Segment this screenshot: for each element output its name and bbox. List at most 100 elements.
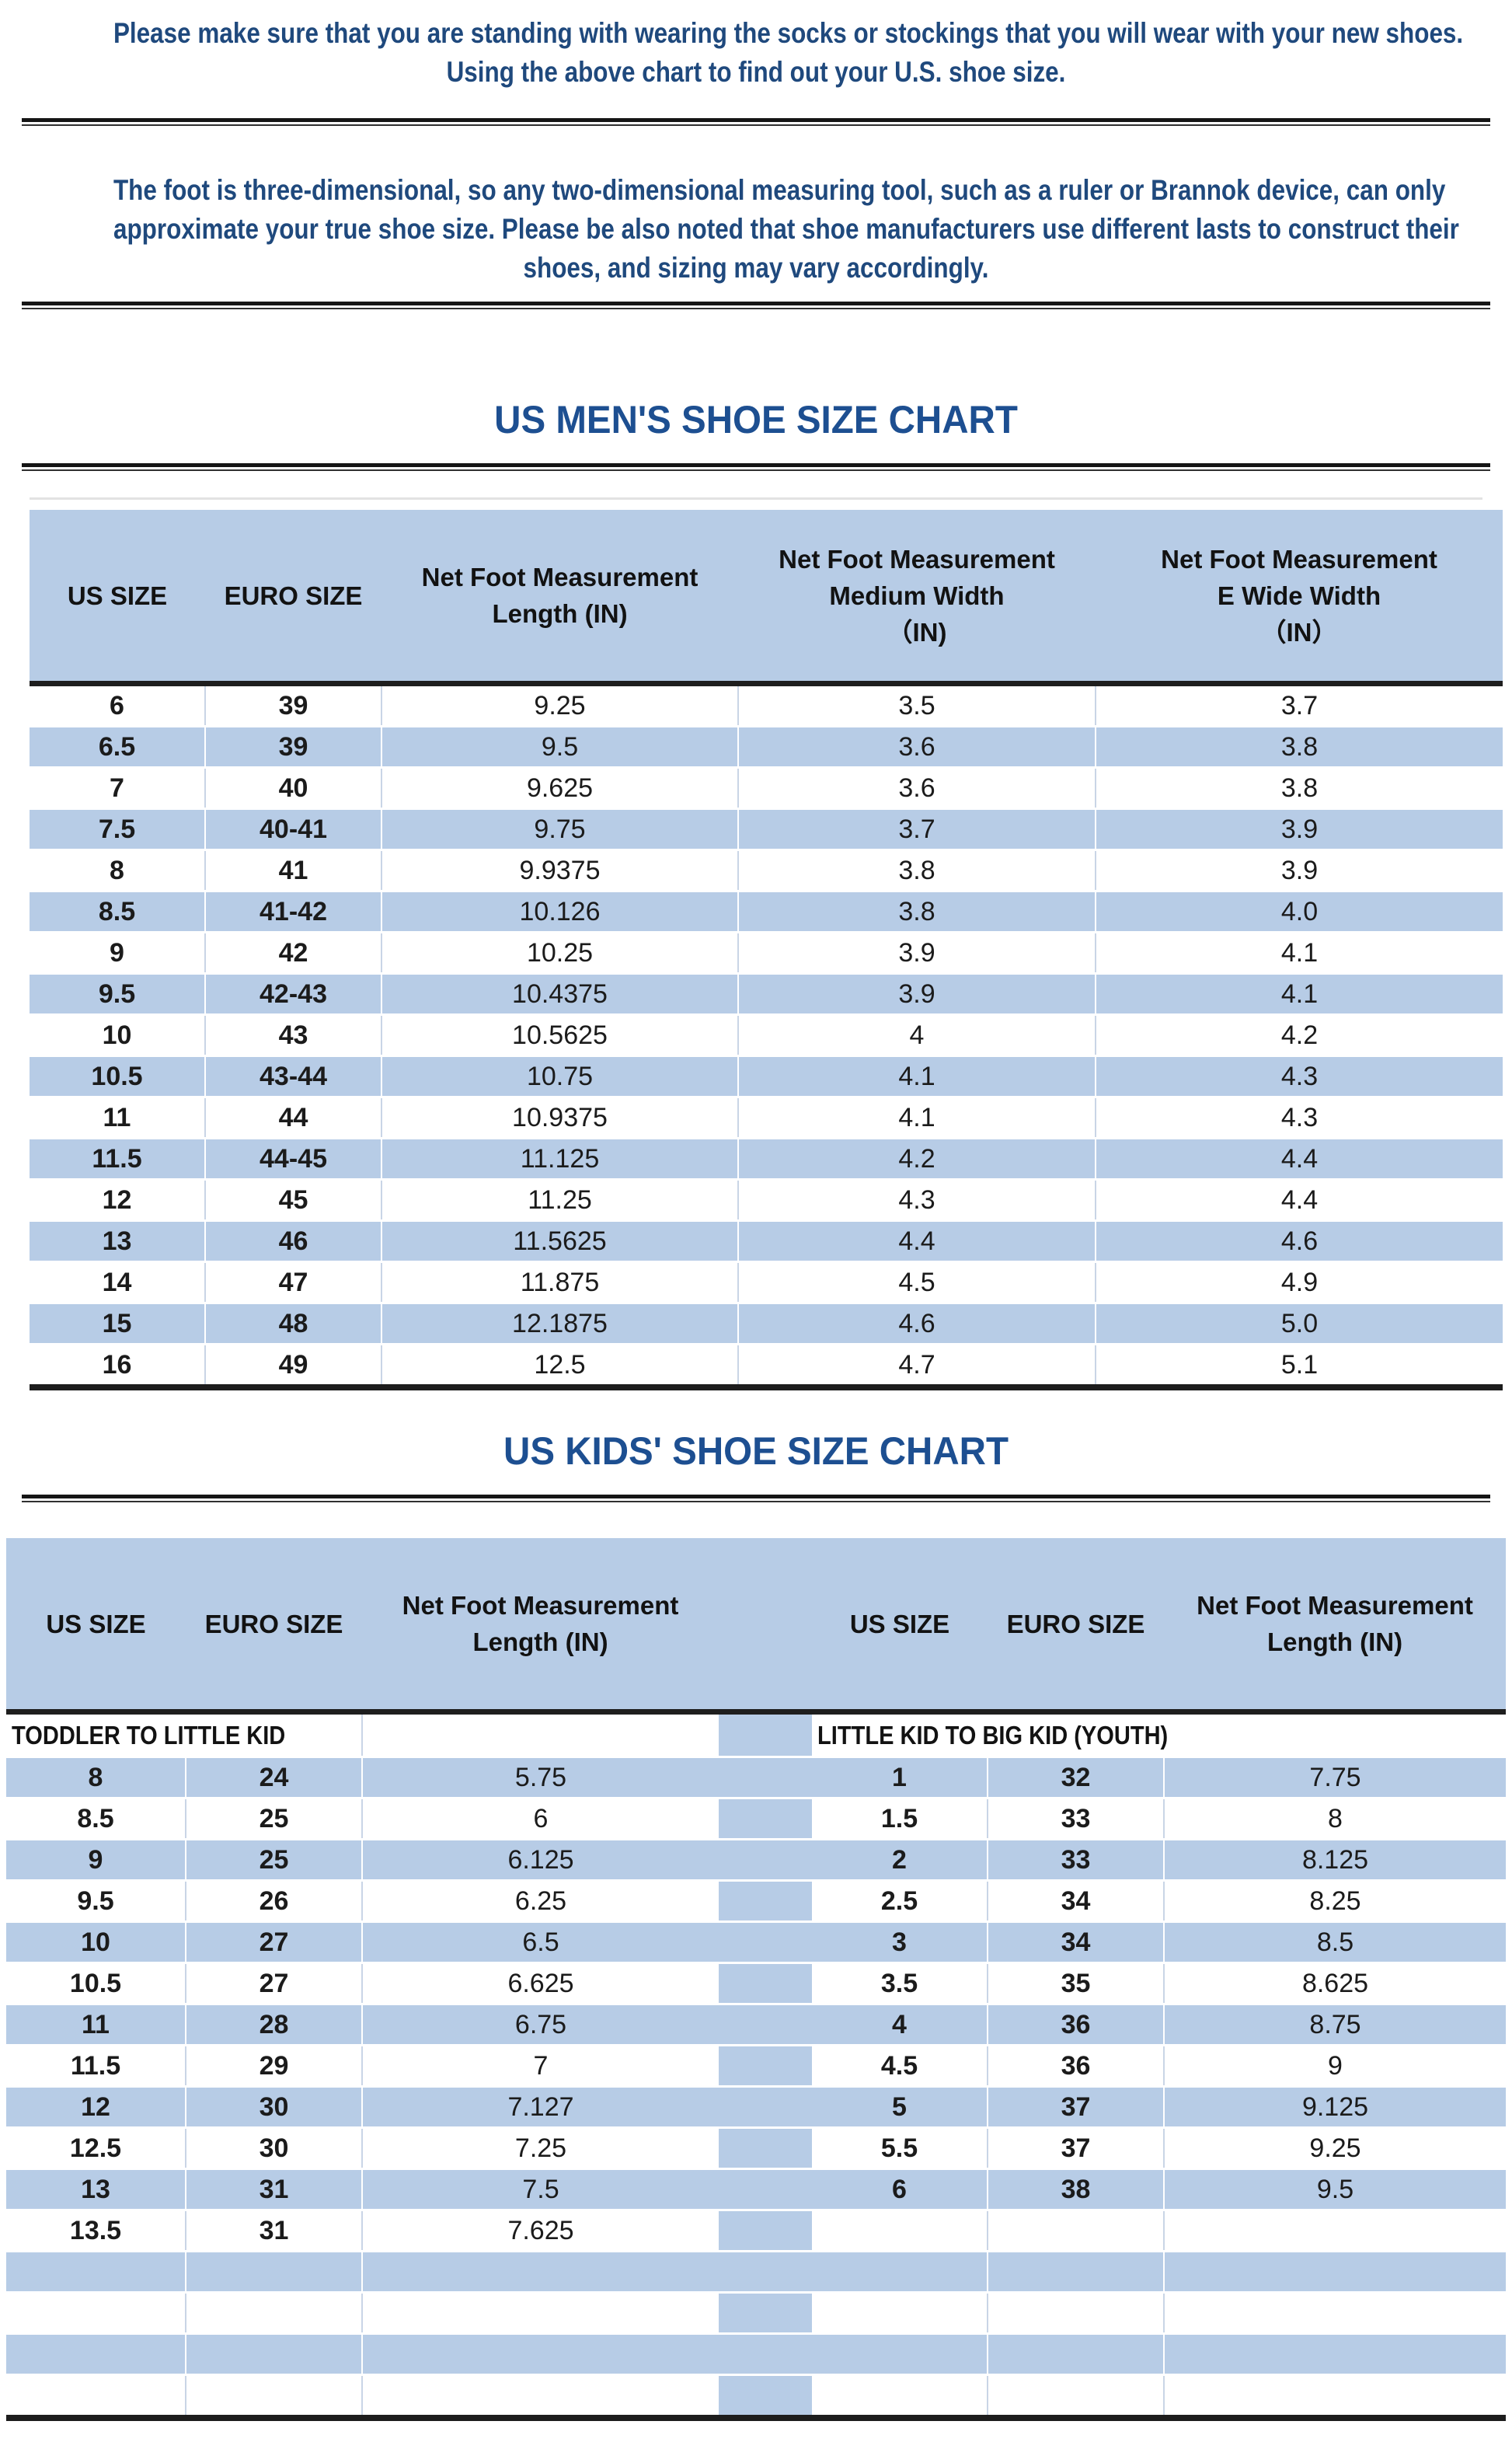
- column-header-line: US SIZE: [46, 1609, 146, 1638]
- us-size-cell: 12.5: [6, 2127, 186, 2170]
- euro-size-cell: 37: [987, 2127, 1164, 2170]
- kids-empty-row: [6, 2374, 1506, 2419]
- table-divider-cell: [719, 1839, 812, 1882]
- us-size-cell: 9.5: [6, 1880, 186, 1923]
- length-cell: [362, 2333, 719, 2376]
- euro-size-cell: 43-44: [204, 1055, 381, 1098]
- euro-size-cell: 31: [185, 2210, 362, 2252]
- table-divider-cell: [719, 2210, 812, 2252]
- column-header-cell: US SIZE: [30, 510, 205, 686]
- length-cell: [362, 2251, 719, 2294]
- us-size-cell: 10: [30, 1014, 205, 1057]
- section-divider: [22, 118, 1490, 126]
- us-size-cell: 8: [30, 849, 205, 892]
- kids-table-row: 8 24 5.75 1 32 7.75: [6, 1757, 1506, 1799]
- length-cell: 9.5: [381, 726, 738, 769]
- length-cell: 8: [1163, 1798, 1506, 1840]
- length-cell: 10.25: [381, 932, 738, 975]
- wide-width-cell: 3.8: [1095, 726, 1503, 769]
- kids-table-header: US SIZE EURO SIZE Net Foot Measurement Leng…: [6, 1538, 1506, 1715]
- euro-size-cell: 27: [185, 1921, 362, 1964]
- wide-width-cell: 4.1: [1095, 973, 1503, 1016]
- us-size-cell: 1: [812, 1757, 988, 1799]
- length-cell: 6.125: [361, 1839, 719, 1882]
- column-header-line: US SIZE: [849, 1609, 950, 1638]
- us-size-cell: 3: [812, 1921, 988, 1964]
- kids-table-row: 13.5 31 7.625: [6, 2210, 1506, 2252]
- mens-table-row: 10.5 43-44 10.75 4.1 4.3: [30, 1055, 1503, 1098]
- medium-width-cell: 3.7: [737, 808, 1096, 851]
- euro-size-cell: [185, 2292, 362, 2335]
- length-cell: 9.5: [1163, 2168, 1506, 2211]
- table-top-edge: [30, 497, 1482, 500]
- column-header-line: EURO SIZE: [1006, 1609, 1145, 1638]
- table-divider-cell: [719, 2045, 812, 2088]
- mens-table-row: 14 47 11.875 4.5 4.9: [30, 1261, 1503, 1304]
- intro-paragraph-line: Please make sure that you are standing w…: [113, 17, 1464, 49]
- mens-table-row: 15 48 12.1875 4.6 5.0: [30, 1303, 1503, 1345]
- mens-table-header: US SIZE EURO SIZE Net Foot Measurement Leng…: [30, 510, 1503, 686]
- column-header-cell: US SIZE: [812, 1538, 988, 1715]
- wide-width-cell: 4.0: [1095, 891, 1503, 933]
- euro-size-cell: [987, 2292, 1164, 2335]
- us-size-cell: 14: [30, 1261, 205, 1304]
- us-size-cell: 7: [30, 767, 205, 810]
- kids-empty-row: [6, 2292, 1506, 2335]
- mens-chart-title-text: US MEN'S SHOE SIZE CHART: [494, 398, 1018, 441]
- euro-size-cell: 47: [204, 1261, 381, 1304]
- us-size-cell: 6.5: [30, 726, 205, 769]
- length-cell: 10.5625: [381, 1014, 738, 1057]
- kids-size-table: US SIZE EURO SIZE Net Foot Measurement Leng…: [6, 1538, 1506, 2421]
- length-cell: 7.5: [361, 2168, 719, 2211]
- youth-section-label-cell: LITTLE KID TO BIG KID (YOUTH): [812, 1711, 1506, 1758]
- length-cell: 7.625: [361, 2210, 719, 2252]
- column-header-cell: Net Foot Measurement E Wide Width （IN）: [1096, 510, 1503, 686]
- length-cell: 6.25: [361, 1880, 719, 1923]
- euro-size-cell: 44-45: [204, 1138, 381, 1181]
- mens-size-table: US SIZE EURO SIZE Net Foot Measurement Leng…: [30, 510, 1503, 1390]
- length-cell: 7: [361, 2045, 719, 2088]
- us-size-cell: 11: [30, 1097, 205, 1139]
- medium-width-cell: 3.6: [737, 767, 1096, 810]
- kids-table-row: 11 28 6.75 4 36 8.75: [6, 2004, 1506, 2046]
- us-size-cell: [6, 2251, 186, 2294]
- us-size-cell: 9: [6, 1839, 186, 1882]
- intro-paragraph-measuring: The foot is three-dimensional, so any tw…: [0, 171, 1512, 288]
- us-size-cell: [812, 2251, 988, 2294]
- euro-size-cell: [186, 2333, 362, 2376]
- length-cell: 9.625: [381, 767, 738, 810]
- table-divider-cell: [719, 2168, 812, 2211]
- euro-size-cell: 32: [987, 1757, 1164, 1799]
- length-cell: 10.75: [381, 1055, 738, 1098]
- length-cell: 8.625: [1163, 1962, 1506, 2005]
- column-header-line: EURO SIZE: [224, 581, 363, 610]
- mens-table-row: 7 40 9.625 3.6 3.8: [30, 767, 1503, 810]
- table-divider-cell: [719, 2251, 812, 2294]
- column-header-line: E Wide Width: [1217, 581, 1381, 610]
- mens-table-row: 6 39 9.25 3.5 3.7: [30, 683, 1503, 727]
- wide-width-cell: 5.1: [1095, 1344, 1503, 1389]
- length-cell: 5.75: [361, 1757, 719, 1799]
- medium-width-cell: 3.9: [737, 932, 1096, 975]
- column-header-cell: EURO SIZE: [205, 510, 381, 686]
- mens-table-row: 8.5 41-42 10.126 3.8 4.0: [30, 891, 1503, 933]
- table-divider-cell: [719, 2333, 812, 2376]
- column-header-line: US SIZE: [67, 581, 168, 610]
- length-cell: 9.25: [381, 683, 738, 727]
- medium-width-cell: 4.1: [737, 1097, 1096, 1139]
- length-cell: [1164, 2251, 1506, 2294]
- euro-size-cell: 34: [987, 1880, 1164, 1923]
- euro-size-cell: 45: [204, 1179, 381, 1222]
- mens-table-row: 8 41 9.9375 3.8 3.9: [30, 849, 1503, 892]
- mens-table-row: 11 44 10.9375 4.1 4.3: [30, 1097, 1503, 1139]
- us-size-cell: 15: [30, 1303, 205, 1345]
- euro-size-cell: 33: [987, 1798, 1164, 1840]
- us-size-cell: 8: [6, 1757, 186, 1799]
- euro-size-cell: [987, 2210, 1164, 2252]
- wide-width-cell: 4.1: [1095, 932, 1503, 975]
- mens-table-row: 16 49 12.5 4.7 5.1: [30, 1344, 1503, 1389]
- medium-width-cell: 4.7: [737, 1344, 1096, 1389]
- length-cell: 8.75: [1163, 2004, 1506, 2046]
- euro-size-cell: 30: [185, 2086, 362, 2129]
- length-cell: 11.5625: [381, 1220, 738, 1263]
